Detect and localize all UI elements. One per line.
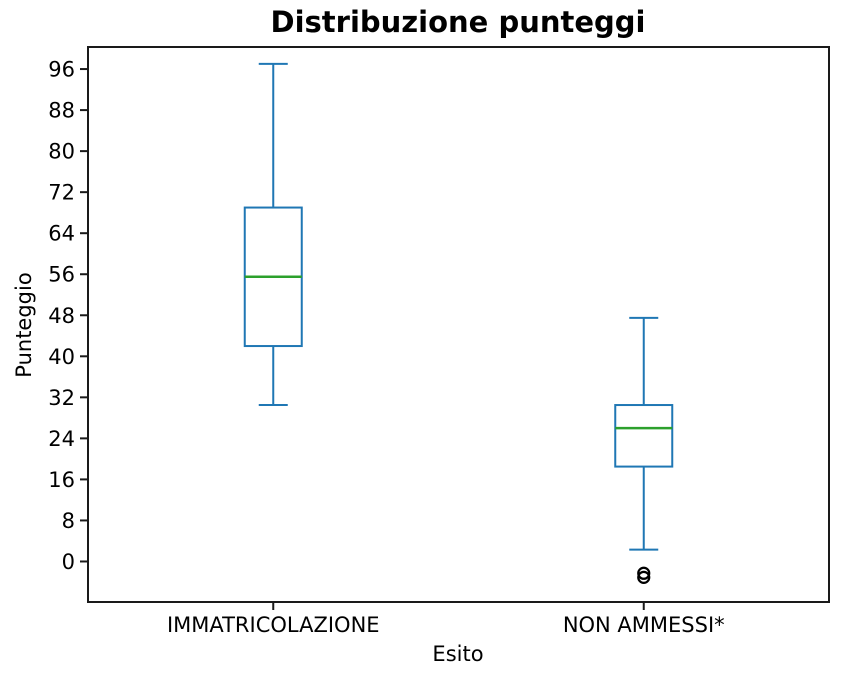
outlier-marker — [637, 566, 651, 580]
y-tick-label: 40 — [48, 345, 75, 369]
y-tick-label: 48 — [48, 304, 75, 328]
y-tick-label: 24 — [48, 427, 75, 451]
axes-frame — [87, 46, 830, 603]
iqr-box — [614, 404, 674, 468]
chart-title: Distribuzione punteggi — [270, 5, 646, 39]
y-tick-label: 88 — [48, 99, 75, 123]
y-tick-label: 64 — [48, 222, 75, 246]
x-tick-label: IMMATRICOLAZIONE — [167, 613, 380, 637]
y-tick-label: 8 — [62, 509, 75, 533]
y-tick-label: 56 — [48, 263, 75, 287]
y-tick-label: 32 — [48, 386, 75, 410]
y-tick-label: 72 — [48, 181, 75, 205]
x-tick-label: NON AMMESSI* — [563, 613, 725, 637]
y-tick-label: 0 — [62, 550, 75, 574]
x-axis-label: Esito — [432, 642, 484, 666]
y-tick-label: 80 — [48, 140, 75, 164]
outlier-marker — [637, 570, 651, 584]
y-tick-label: 96 — [48, 58, 75, 82]
y-tick-label: 16 — [48, 468, 75, 492]
